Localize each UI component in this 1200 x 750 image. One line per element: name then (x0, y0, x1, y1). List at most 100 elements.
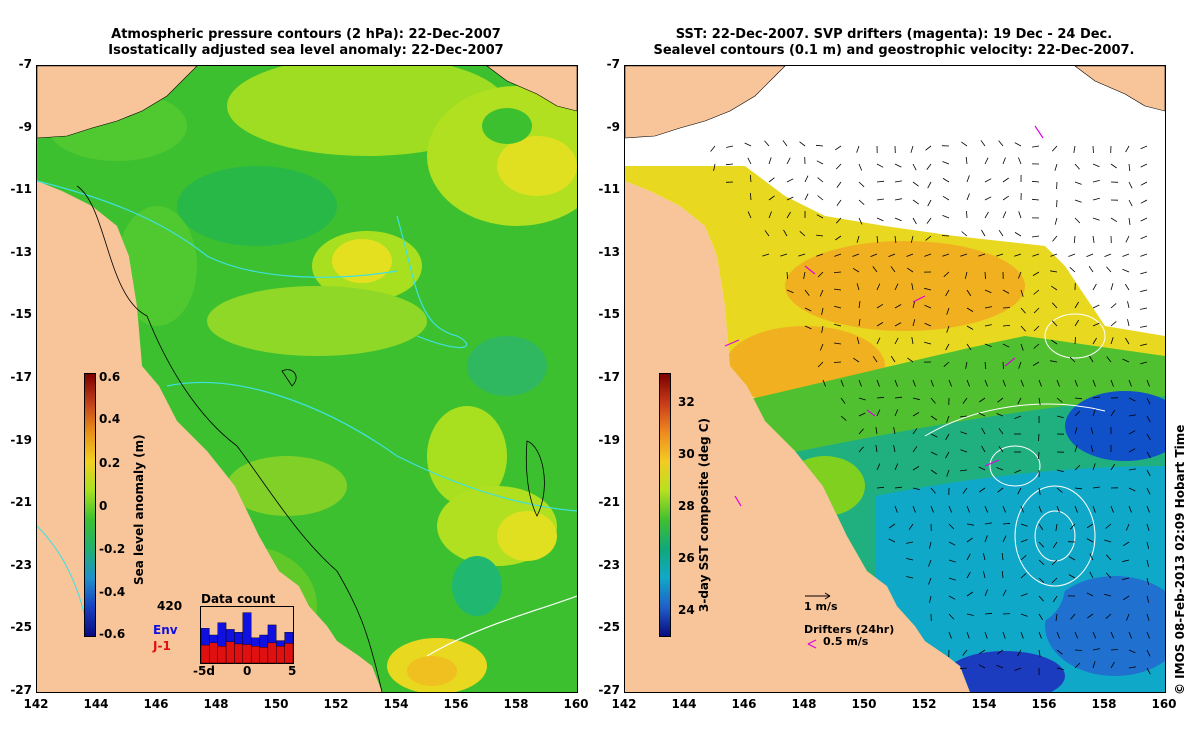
velocity-arrow (1127, 301, 1130, 309)
velocity-arrow (930, 379, 934, 387)
velocity-arrow (929, 595, 932, 603)
velocity-arrow (876, 337, 881, 345)
velocity-arrow (980, 140, 986, 147)
velocity-scale-label: 1 m/s (804, 600, 838, 613)
velocity-arrow (930, 415, 938, 421)
velocity-arrow (1104, 253, 1112, 257)
velocity-arrow (1110, 337, 1114, 345)
velocity-arrow (764, 140, 770, 147)
velocity-arrow (1122, 253, 1130, 257)
velocity-arrow (1122, 358, 1130, 363)
y-axis-tick: -7 (606, 57, 620, 71)
velocity-arrow (1146, 379, 1150, 387)
velocity-arrow (762, 253, 770, 257)
velocity-arrow (1092, 235, 1095, 243)
velocity-arrow (1128, 666, 1136, 669)
y-axis-tick: -27 (598, 683, 620, 697)
velocity-arrow (984, 324, 992, 327)
velocity-arrow (786, 157, 791, 165)
velocity-arrow (858, 428, 864, 435)
velocity-arrow (1140, 343, 1148, 346)
velocity-arrow (890, 355, 896, 363)
velocity-arrow (930, 487, 936, 494)
velocity-arrow (1002, 211, 1007, 219)
sea-level-map[interactable] (36, 65, 578, 693)
velocity-arrow (943, 361, 950, 367)
y-axis-tick: -9 (18, 119, 32, 134)
velocity-arrow (870, 253, 878, 257)
velocity-arrow (1074, 649, 1083, 651)
velocity-arrow (912, 446, 918, 453)
velocity-arrow (1140, 163, 1148, 168)
velocity-arrow (1092, 217, 1100, 221)
velocity-arrow (1092, 396, 1100, 399)
left-colorbar-tick: 0.2 (99, 456, 121, 470)
y-axis-tick: -23 (10, 557, 32, 572)
velocity-arrow (1002, 325, 1011, 327)
velocity-arrow (948, 541, 956, 546)
velocity-arrow (834, 145, 842, 151)
velocity-arrow (804, 175, 809, 183)
velocity-arrow (983, 571, 986, 579)
velocity-arrow (1002, 157, 1006, 165)
velocity-arrow (858, 379, 862, 387)
j1-bar (259, 647, 269, 663)
velocity-arrow (1128, 181, 1133, 189)
velocity-arrow (1104, 539, 1112, 543)
velocity-arrow (1146, 415, 1151, 423)
velocity-arrow (1110, 283, 1114, 291)
velocity-arrow (965, 156, 968, 165)
velocity-arrow (1122, 595, 1130, 601)
velocity-arrow (966, 631, 970, 639)
velocity-arrow (1038, 613, 1044, 621)
velocity-arrow (817, 177, 824, 183)
sst-map[interactable] (624, 65, 1166, 693)
velocity-arrow (725, 163, 734, 166)
velocity-arrow (945, 289, 950, 297)
velocity-arrow (1140, 289, 1148, 292)
y-axis-tick: -15 (598, 307, 620, 322)
velocity-arrow (840, 397, 846, 404)
velocity-arrow (1020, 307, 1026, 314)
velocity-arrow (858, 446, 864, 453)
velocity-arrow (1050, 270, 1058, 273)
velocity-arrow (749, 174, 752, 183)
velocity-arrow (960, 253, 968, 257)
velocity-arrow (875, 445, 878, 453)
velocity-arrow (1146, 667, 1151, 675)
velocity-arrow (942, 195, 950, 201)
velocity-arrow (930, 469, 938, 475)
velocity-arrow (1056, 469, 1064, 473)
velocity-arrow (1033, 343, 1040, 349)
velocity-arrow (858, 199, 865, 205)
velocity-arrow (1031, 180, 1040, 183)
velocity-arrow (1146, 433, 1151, 441)
velocity-arrow (1032, 235, 1040, 238)
velocity-arrow (835, 235, 842, 241)
velocity-arrow (894, 198, 902, 201)
velocity-arrow (1068, 253, 1076, 257)
velocity-arrow (786, 196, 794, 201)
velocity-arrow (1088, 265, 1094, 273)
velocity-arrow (1092, 163, 1100, 168)
velocity-arrow (1122, 268, 1130, 273)
velocity-arrow (1055, 523, 1058, 531)
velocity-arrow (1002, 177, 1009, 183)
velocity-arrow (948, 613, 955, 620)
velocity-arrow (747, 157, 752, 165)
velocity-arrow (906, 558, 914, 561)
velocity-arrow (1056, 667, 1064, 671)
right-title-line2: Sealevel contours (0.1 m) and geostrophi… (653, 43, 1135, 58)
x-axis-tick: 142 (611, 697, 637, 711)
velocity-arrow (948, 631, 952, 639)
velocity-arrow (1020, 505, 1024, 513)
velocity-arrow (978, 466, 986, 471)
velocity-arrow (1110, 217, 1118, 223)
velocity-arrow (1031, 198, 1040, 201)
velocity-arrow (1069, 356, 1076, 363)
velocity-arrow (876, 409, 881, 417)
velocity-arrow (1140, 325, 1148, 328)
velocity-arrow (1146, 631, 1150, 639)
velocity-arrow (852, 267, 860, 273)
velocity-arrow (1055, 613, 1058, 621)
